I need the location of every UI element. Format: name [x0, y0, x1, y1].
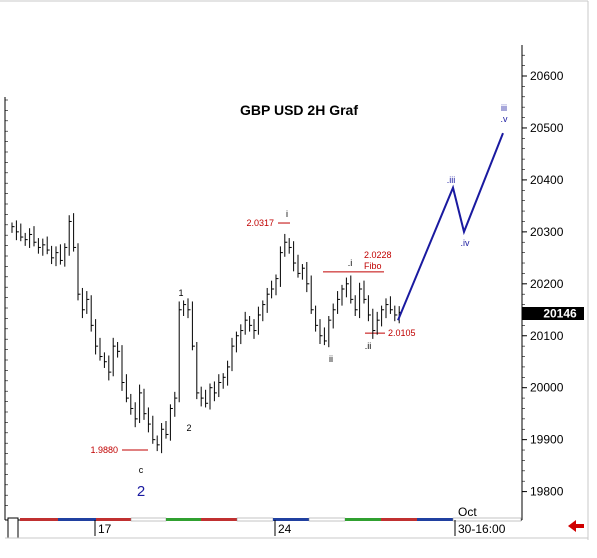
current-price-tag: 20146 [522, 307, 584, 321]
wave-label-i-top: i [286, 209, 288, 219]
y-tick-label: 20100 [530, 329, 564, 343]
wave-label-c: c [139, 465, 144, 475]
scroll-handle[interactable] [7, 517, 19, 539]
wave-label-2-small: 2 [186, 423, 191, 433]
time-strip-blue-3 [417, 518, 453, 521]
y-tick-label: 20400 [530, 173, 564, 187]
y-axis: 20600 20500 20400 20300 20200 20100 20000 19900… [5, 54, 564, 506]
level-label-20317: 2.0317 [246, 218, 274, 228]
price-bars [11, 213, 402, 454]
time-strip-white-4 [452, 517, 522, 522]
y-tick-label: 20200 [530, 277, 564, 291]
level-label-20228: 2.0228 [364, 250, 392, 260]
wave-label-dot-iv: .iv [461, 238, 471, 248]
red-arrow-icon[interactable] [568, 520, 584, 532]
time-strip-red-4 [381, 518, 417, 521]
wave-label-dot-i: .i [348, 258, 353, 268]
time-strip-green-2 [345, 518, 381, 521]
wave-label-iii-top: iii [501, 103, 507, 113]
time-strip-blue-2 [273, 518, 309, 521]
wave-label-1: 1 [178, 288, 183, 298]
wave-label-2-big: 2 [137, 483, 145, 500]
x-label-17: 17 [98, 522, 112, 536]
level-label-20105: 2.0105 [388, 328, 416, 338]
time-strip-red-3 [201, 518, 237, 521]
projection-line [397, 132, 504, 321]
level-label-19880: 1.9880 [90, 445, 118, 455]
chart-title: GBP USD 2H Graf [240, 102, 358, 118]
wave-label-dot-iii: .iii [447, 175, 456, 185]
y-tick-label: 20500 [530, 121, 564, 135]
wave-label-dot-v: .v [500, 114, 508, 124]
time-strip-green-1 [166, 518, 201, 521]
y-tick-label: 19800 [530, 485, 564, 499]
time-strip-white-1 [130, 517, 167, 522]
time-axis: 17 24 Oct 30-16:00 [5, 505, 588, 539]
x-label-24: 24 [278, 522, 292, 536]
time-strip-white-2 [236, 517, 274, 522]
time-strip-blue-1 [58, 518, 96, 521]
current-price-label: 20146 [543, 307, 577, 321]
y-tick-label: 19900 [530, 433, 564, 447]
time-strip-red-1 [20, 518, 58, 521]
y-tick-label: 20300 [530, 225, 564, 239]
y-tick-label: 20600 [530, 69, 564, 83]
x-label-30: 30-16:00 [458, 522, 506, 536]
level-label-fibo: Fibo [364, 261, 382, 271]
time-strip-red-2 [96, 518, 131, 521]
wave-label-dot-ii: .ii [365, 341, 372, 351]
time-strip-white-3 [308, 517, 346, 522]
wave-projection [397, 132, 504, 321]
wave-label-ii: ii [329, 354, 333, 364]
y-tick-label: 20000 [530, 381, 564, 395]
x-label-oct: Oct [458, 505, 477, 519]
